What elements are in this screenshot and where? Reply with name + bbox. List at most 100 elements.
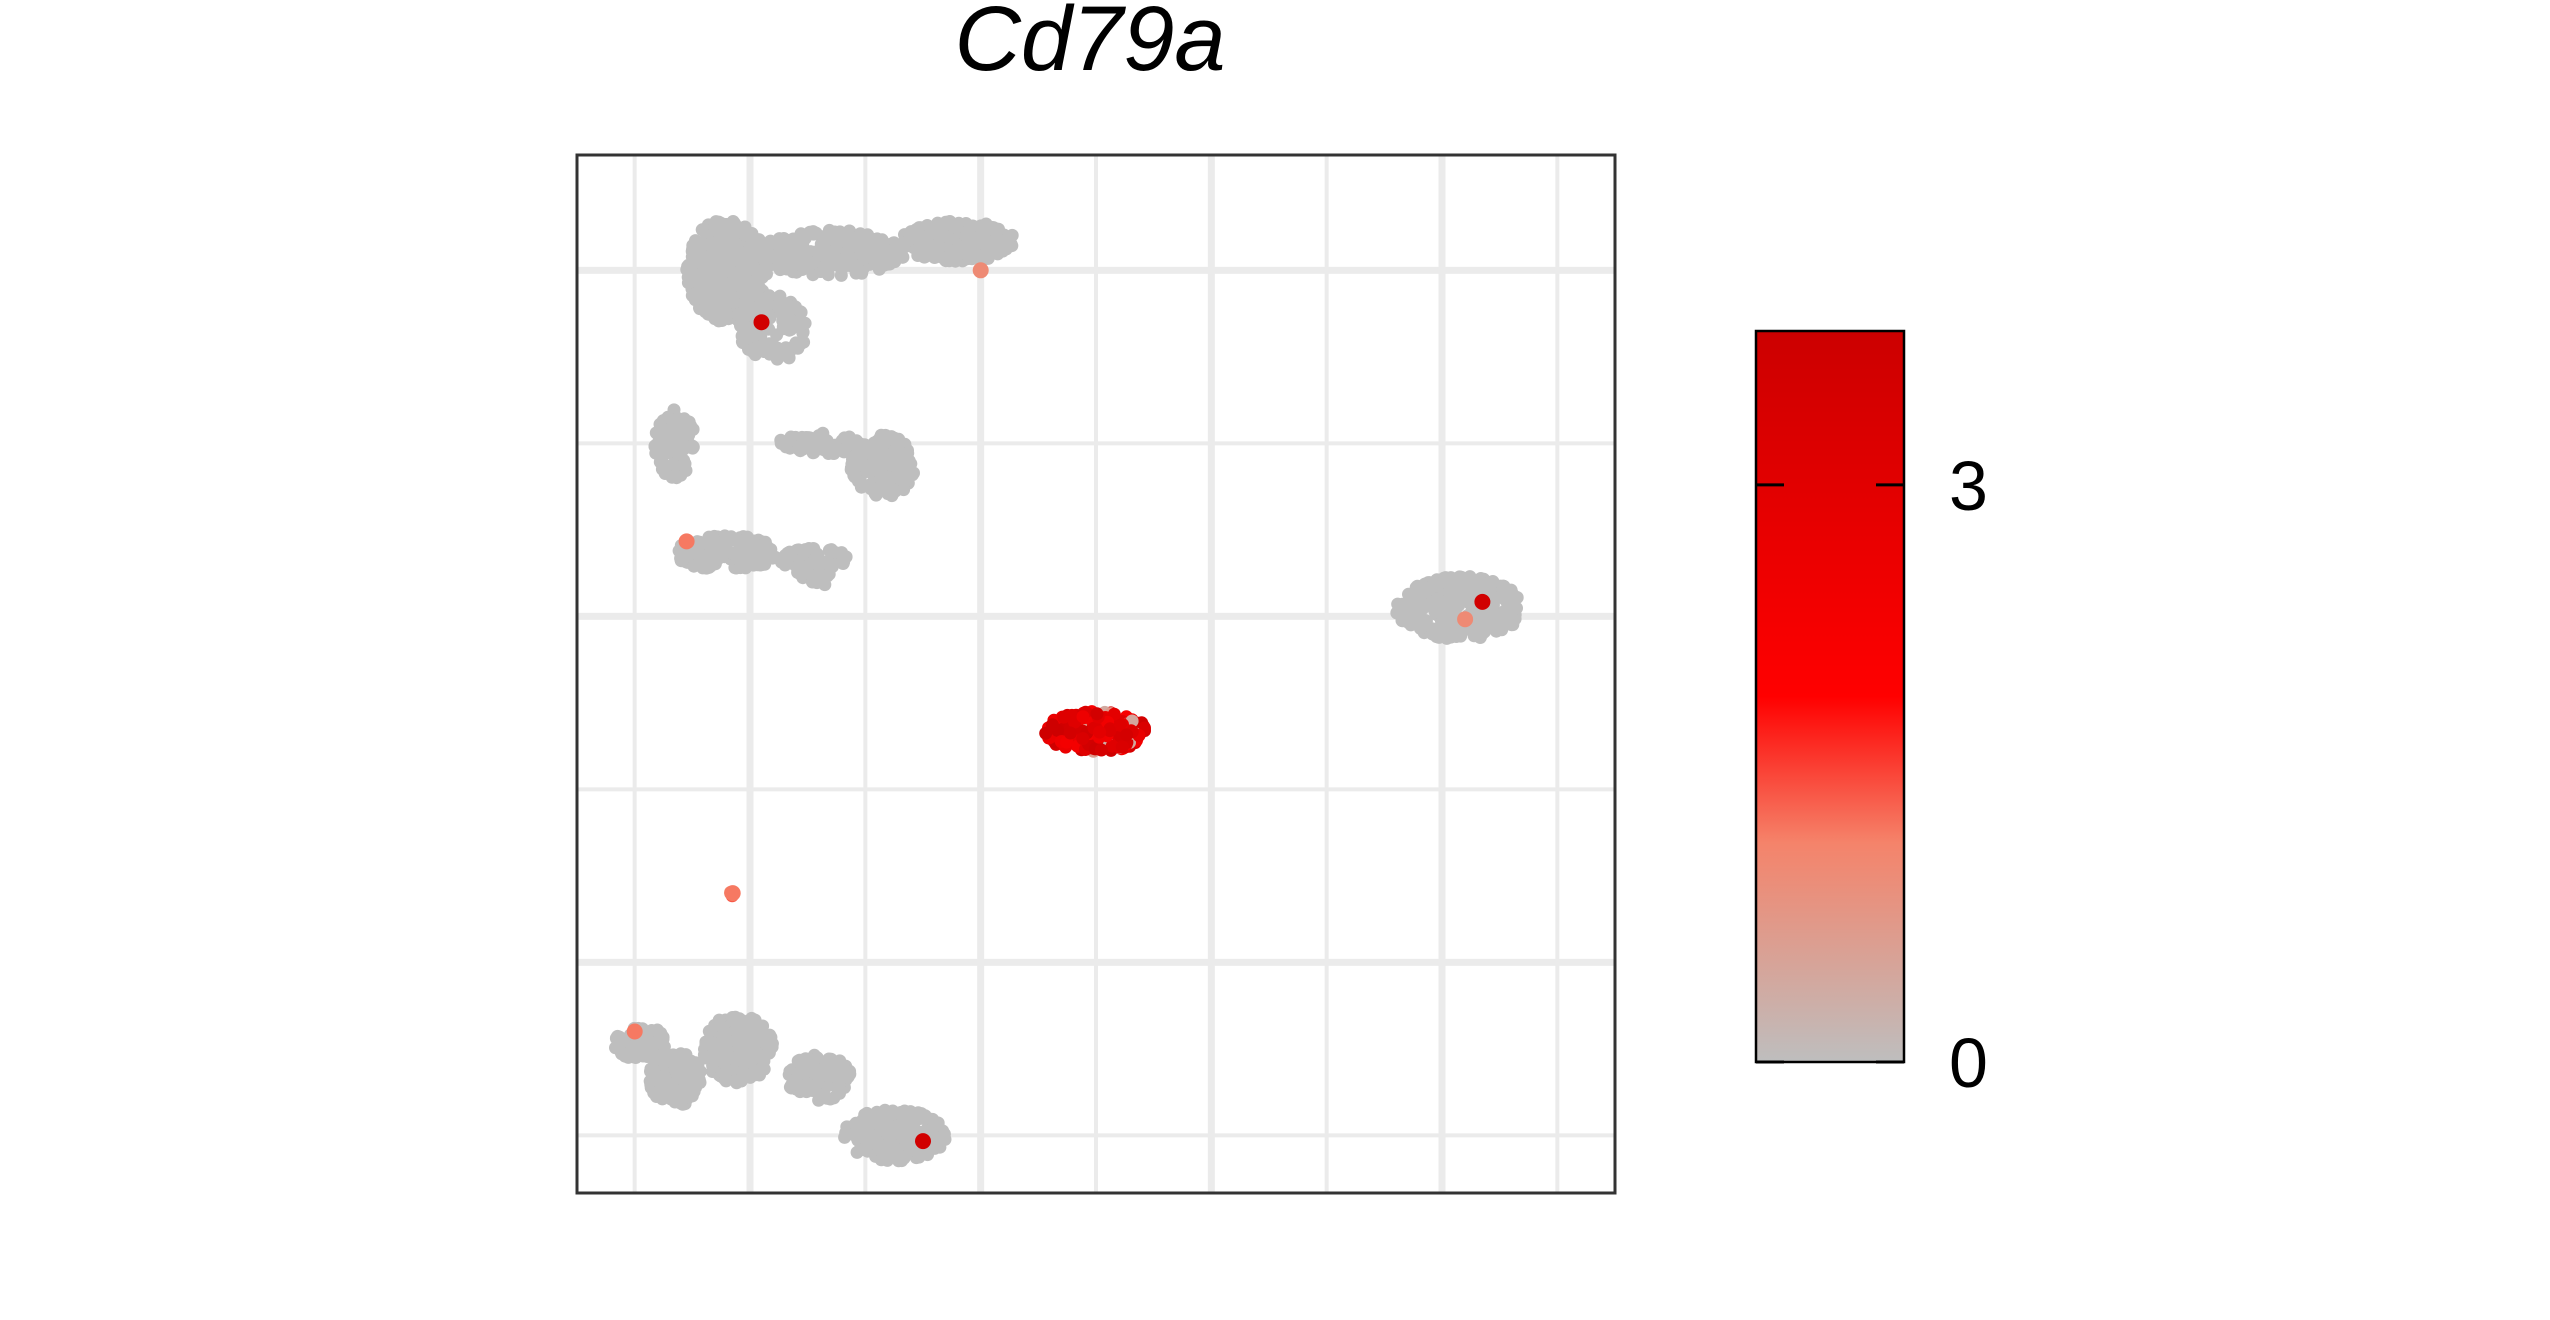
cell-point [756,538,770,552]
cell-point [717,546,731,560]
cell-point [693,237,707,251]
cell-point [754,558,767,572]
cell-point [839,1126,853,1140]
cell-point-expressed [678,533,695,550]
cell-point [721,535,735,549]
cell-point [921,1148,934,1162]
cell-point [833,1070,847,1084]
cell-point [1473,626,1486,640]
cell-point [1063,726,1077,740]
cell-point [929,1117,943,1131]
cell-point [673,1092,687,1106]
cell-point [660,443,673,456]
cell-point [706,305,720,319]
cell-point [703,557,717,571]
cell-point [843,231,857,245]
cell-point [686,439,700,453]
cell-point [693,538,707,552]
cell-point [779,440,793,454]
cell-point [1103,724,1117,738]
cell-point [991,247,1005,261]
cell-point [865,457,878,471]
cell-point [727,295,741,309]
cell-point [830,256,843,270]
cell-point [863,478,877,492]
cell-point [718,1025,732,1039]
cell-point [907,1143,921,1157]
cell-point [785,302,798,316]
cell-point [810,1077,824,1091]
cell-point [845,457,859,471]
cell-point [687,559,701,573]
cell-point [917,250,931,264]
cell-point [793,319,807,333]
cell-point [987,221,1000,235]
cell-point [894,460,908,474]
cell-point [816,426,830,440]
cell-point-expressed [1457,611,1474,628]
cell-point [728,1010,742,1024]
cell-point [895,1154,909,1168]
cell-point [822,1052,836,1066]
cell-point [705,531,719,545]
cell-point [741,1024,755,1038]
cell-point [784,546,798,560]
cell-point [675,548,689,562]
cell-point [719,1072,733,1086]
cell-point [802,558,816,572]
cell-point [712,239,725,252]
cell-point [1409,603,1423,617]
cell-point [676,429,690,443]
cell-point [653,455,667,469]
cell-point [609,1041,622,1055]
cell-point [913,1109,927,1123]
cell-point [979,239,993,253]
cell-point [658,467,672,480]
cell-point [737,1056,751,1070]
cell-point [656,1054,670,1068]
cell-point [874,431,888,445]
cell-point [610,1031,624,1045]
plot-panel [575,153,1617,1195]
cell-point [939,215,953,229]
cell-point [874,445,888,459]
cell-point [801,227,815,241]
cell-point [721,255,735,269]
cell-point [1093,725,1107,739]
colorbar-tick-label: 3 [1949,447,1988,525]
cell-point [874,243,888,256]
cell-point [841,255,855,269]
cell-point [942,254,956,268]
cell-point [883,1127,897,1141]
cell-point [810,576,824,590]
cell-point [924,226,938,240]
cell-point [1442,585,1456,599]
cell-point [730,1022,744,1036]
cell-point-expressed [753,314,770,331]
cell-point [897,1115,911,1129]
cell-point [807,1065,821,1079]
cell-point [917,237,931,251]
cell-point [831,1083,845,1097]
cell-point [666,457,680,471]
cell-point [870,1116,884,1130]
cell-point [1076,710,1090,724]
cell-point [1453,577,1467,591]
cell-point [655,1092,669,1106]
cell-point [1499,616,1513,630]
cell-point [646,1073,660,1087]
cell-point [1114,718,1127,732]
cell-point [807,542,821,556]
cell-point [739,251,753,265]
cell-point [851,474,865,488]
cell-point-expressed [1474,593,1491,610]
cell-point [711,225,725,239]
cell-point [781,350,795,364]
cell-point [1005,228,1019,242]
cell-point [829,242,843,256]
cell-point [652,1026,666,1040]
cell-point [850,440,864,454]
cell-point [876,478,890,492]
cell-point [1413,621,1427,635]
cell-point [859,1130,872,1144]
